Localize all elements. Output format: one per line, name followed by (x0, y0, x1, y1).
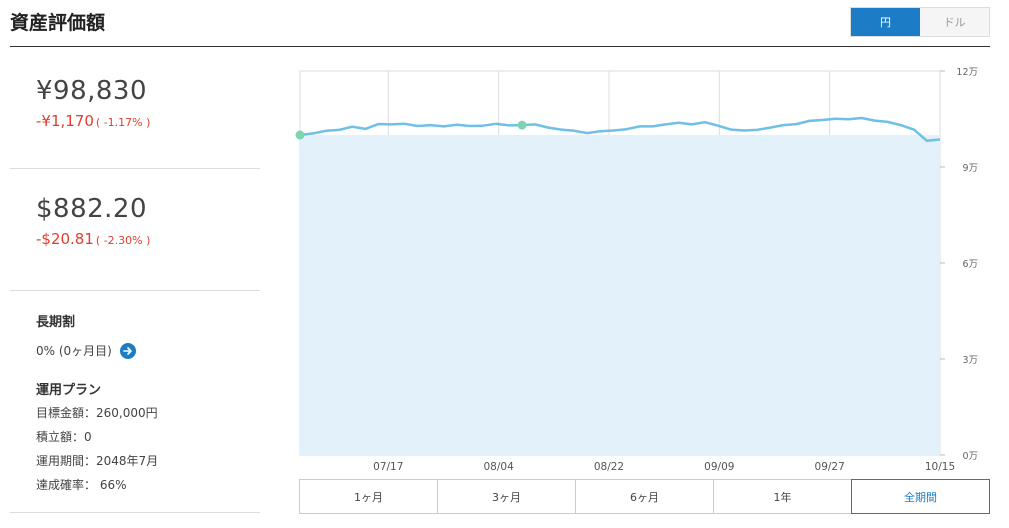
y-tick-label: 9万 (962, 163, 978, 174)
plan-row-period: 運用期間：2048年7月 (36, 453, 260, 470)
range-tab-6m[interactable]: 6ヶ月 (576, 480, 714, 513)
y-tick-label: 3万 (962, 355, 978, 366)
range-tab-all[interactable]: 全期間 (851, 479, 990, 514)
plan-label: 目標金額： (36, 406, 97, 420)
principal-area (300, 135, 940, 455)
range-tab-3m[interactable]: 3ヶ月 (438, 480, 576, 513)
plan-title: 運用プラン (36, 383, 102, 398)
jpy-change: -¥1,170( -1.17% ) (36, 112, 260, 130)
currency-option-yen[interactable]: 円 (851, 8, 920, 36)
plan-value: 2048年7月 (96, 454, 159, 468)
plan-row-probability: 達成確率： 66% (36, 477, 260, 494)
jpy-value-block: ¥98,830 -¥1,170( -1.17% ) (10, 68, 260, 169)
jpy-change-percent: ( -1.17% ) (95, 116, 151, 129)
asset-chart-svg: 07/17 08/04 08/22 09/09 09/27 10/15 0万 3万 6万 9万 12… (295, 67, 978, 473)
summary-panel: ¥98,830 -¥1,170( -1.17% ) $882.20 -$20.8… (10, 68, 260, 513)
x-tick-label: 08/22 (594, 461, 624, 473)
value-line (299, 116, 941, 143)
range-tab-1m[interactable]: 1ヶ月 (300, 480, 438, 513)
currency-toggle: 円 ドル (850, 7, 990, 37)
plan-row-contribution: 積立額：0 (36, 429, 260, 446)
plan-value: 260,000円 (96, 406, 158, 420)
currency-option-dollar[interactable]: ドル (920, 8, 989, 36)
usd-change-percent: ( -2.30% ) (95, 234, 151, 247)
jpy-change-amount: -¥1,170 (36, 112, 94, 130)
range-tabs: 1ヶ月 3ヶ月 6ヶ月 1年 全期間 (299, 479, 990, 514)
divider (10, 512, 260, 513)
usd-change-amount: -$20.81 (36, 230, 94, 248)
usd-total-value: $882.20 (36, 194, 148, 224)
y-tick-label: 12万 (956, 67, 978, 78)
long-term-discount-value: 0% (0ヶ月目) (36, 344, 112, 358)
event-marker (517, 120, 527, 130)
asset-chart: 07/17 08/04 08/22 09/09 09/27 10/15 0万 3万 6万 9万 12… (290, 55, 980, 479)
x-tick-label: 09/27 (815, 461, 845, 473)
plan-info-block: 長期割 0% (0ヶ月目) 運用プラン 目標金額：260,000円 積立額：0 … (10, 291, 260, 494)
y-tick-label: 6万 (962, 259, 978, 270)
arrow-right-icon[interactable] (119, 342, 136, 359)
y-tick-label: 0万 (962, 451, 978, 462)
usd-change: -$20.81( -2.30% ) (36, 230, 260, 248)
long-term-discount-row: 0% (0ヶ月目) (36, 342, 260, 359)
header: 資産評価額 円 ドル (10, 0, 990, 47)
event-marker (295, 130, 305, 140)
x-tick-label: 09/09 (704, 461, 734, 473)
jpy-total-value: ¥98,830 (36, 76, 148, 106)
plan-row-target: 目標金額：260,000円 (36, 405, 260, 422)
x-tick-label: 10/15 (925, 461, 955, 473)
plan-value: 0 (84, 430, 92, 444)
usd-value-block: $882.20 -$20.81( -2.30% ) (10, 169, 260, 291)
page-title: 資産評価額 (10, 12, 106, 34)
plan-label: 積立額： (36, 430, 85, 444)
x-tick-label: 07/17 (373, 461, 403, 473)
long-term-discount-title: 長期割 (36, 315, 76, 330)
plan-label: 達成確率： (36, 478, 97, 492)
range-tab-1y[interactable]: 1年 (714, 480, 852, 513)
plan-value: 66% (96, 478, 127, 492)
x-tick-label: 08/04 (483, 461, 514, 473)
plan-label: 運用期間： (36, 454, 97, 468)
